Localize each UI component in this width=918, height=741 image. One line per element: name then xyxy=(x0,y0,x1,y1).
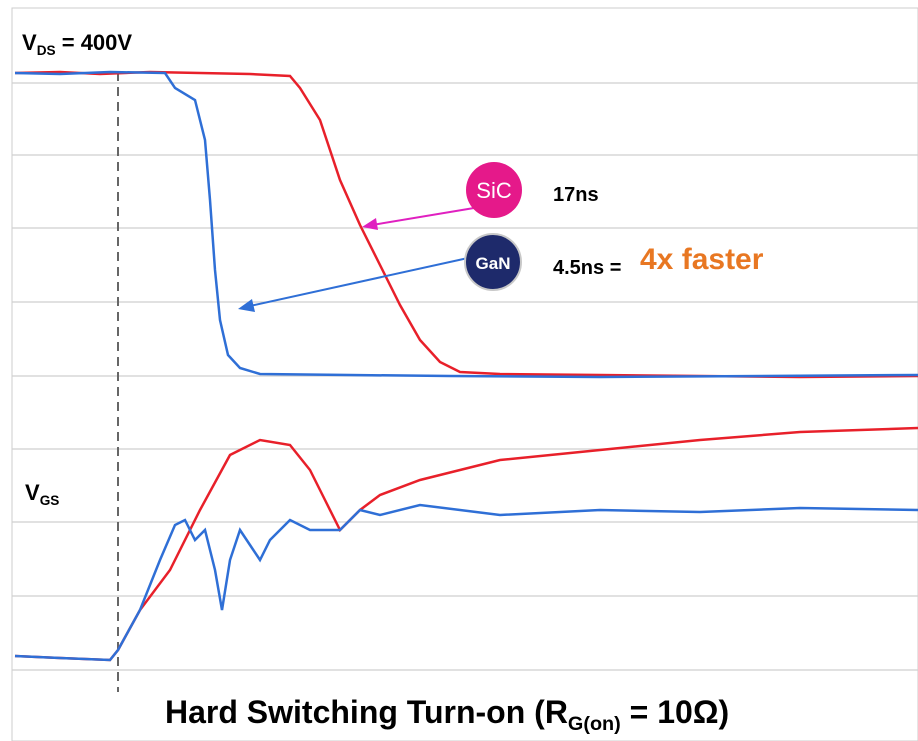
gan-time: 4.5ns = xyxy=(553,257,621,280)
gan-badge-text: GaN xyxy=(476,254,511,273)
vds-sub: DS xyxy=(37,43,56,58)
speedup: 4x faster xyxy=(640,243,763,277)
title-sub: G(on) xyxy=(568,713,621,735)
sic-time: 17ns xyxy=(553,184,599,207)
vgs-label: VGS xyxy=(25,480,59,508)
vds-rest: = 400V xyxy=(56,30,132,55)
plot-frame xyxy=(12,8,918,741)
sic-badge-text: SiC xyxy=(476,178,512,203)
title-rest: = 10Ω) xyxy=(621,694,729,730)
vgs-sub: GS xyxy=(40,493,60,508)
waveform-plot: SiC GaN xyxy=(0,0,918,741)
vgs-main: V xyxy=(25,480,40,505)
title-main: Hard Switching Turn-on (R xyxy=(165,694,568,730)
vds-label: VDS = 400V xyxy=(22,30,132,58)
figure-title: Hard Switching Turn-on (RG(on) = 10Ω) xyxy=(165,694,729,736)
oscilloscope-figure: SiC GaN VDS = 400V VGS 17ns 4.5ns = 4x f… xyxy=(0,0,918,741)
vds-main: V xyxy=(22,30,37,55)
